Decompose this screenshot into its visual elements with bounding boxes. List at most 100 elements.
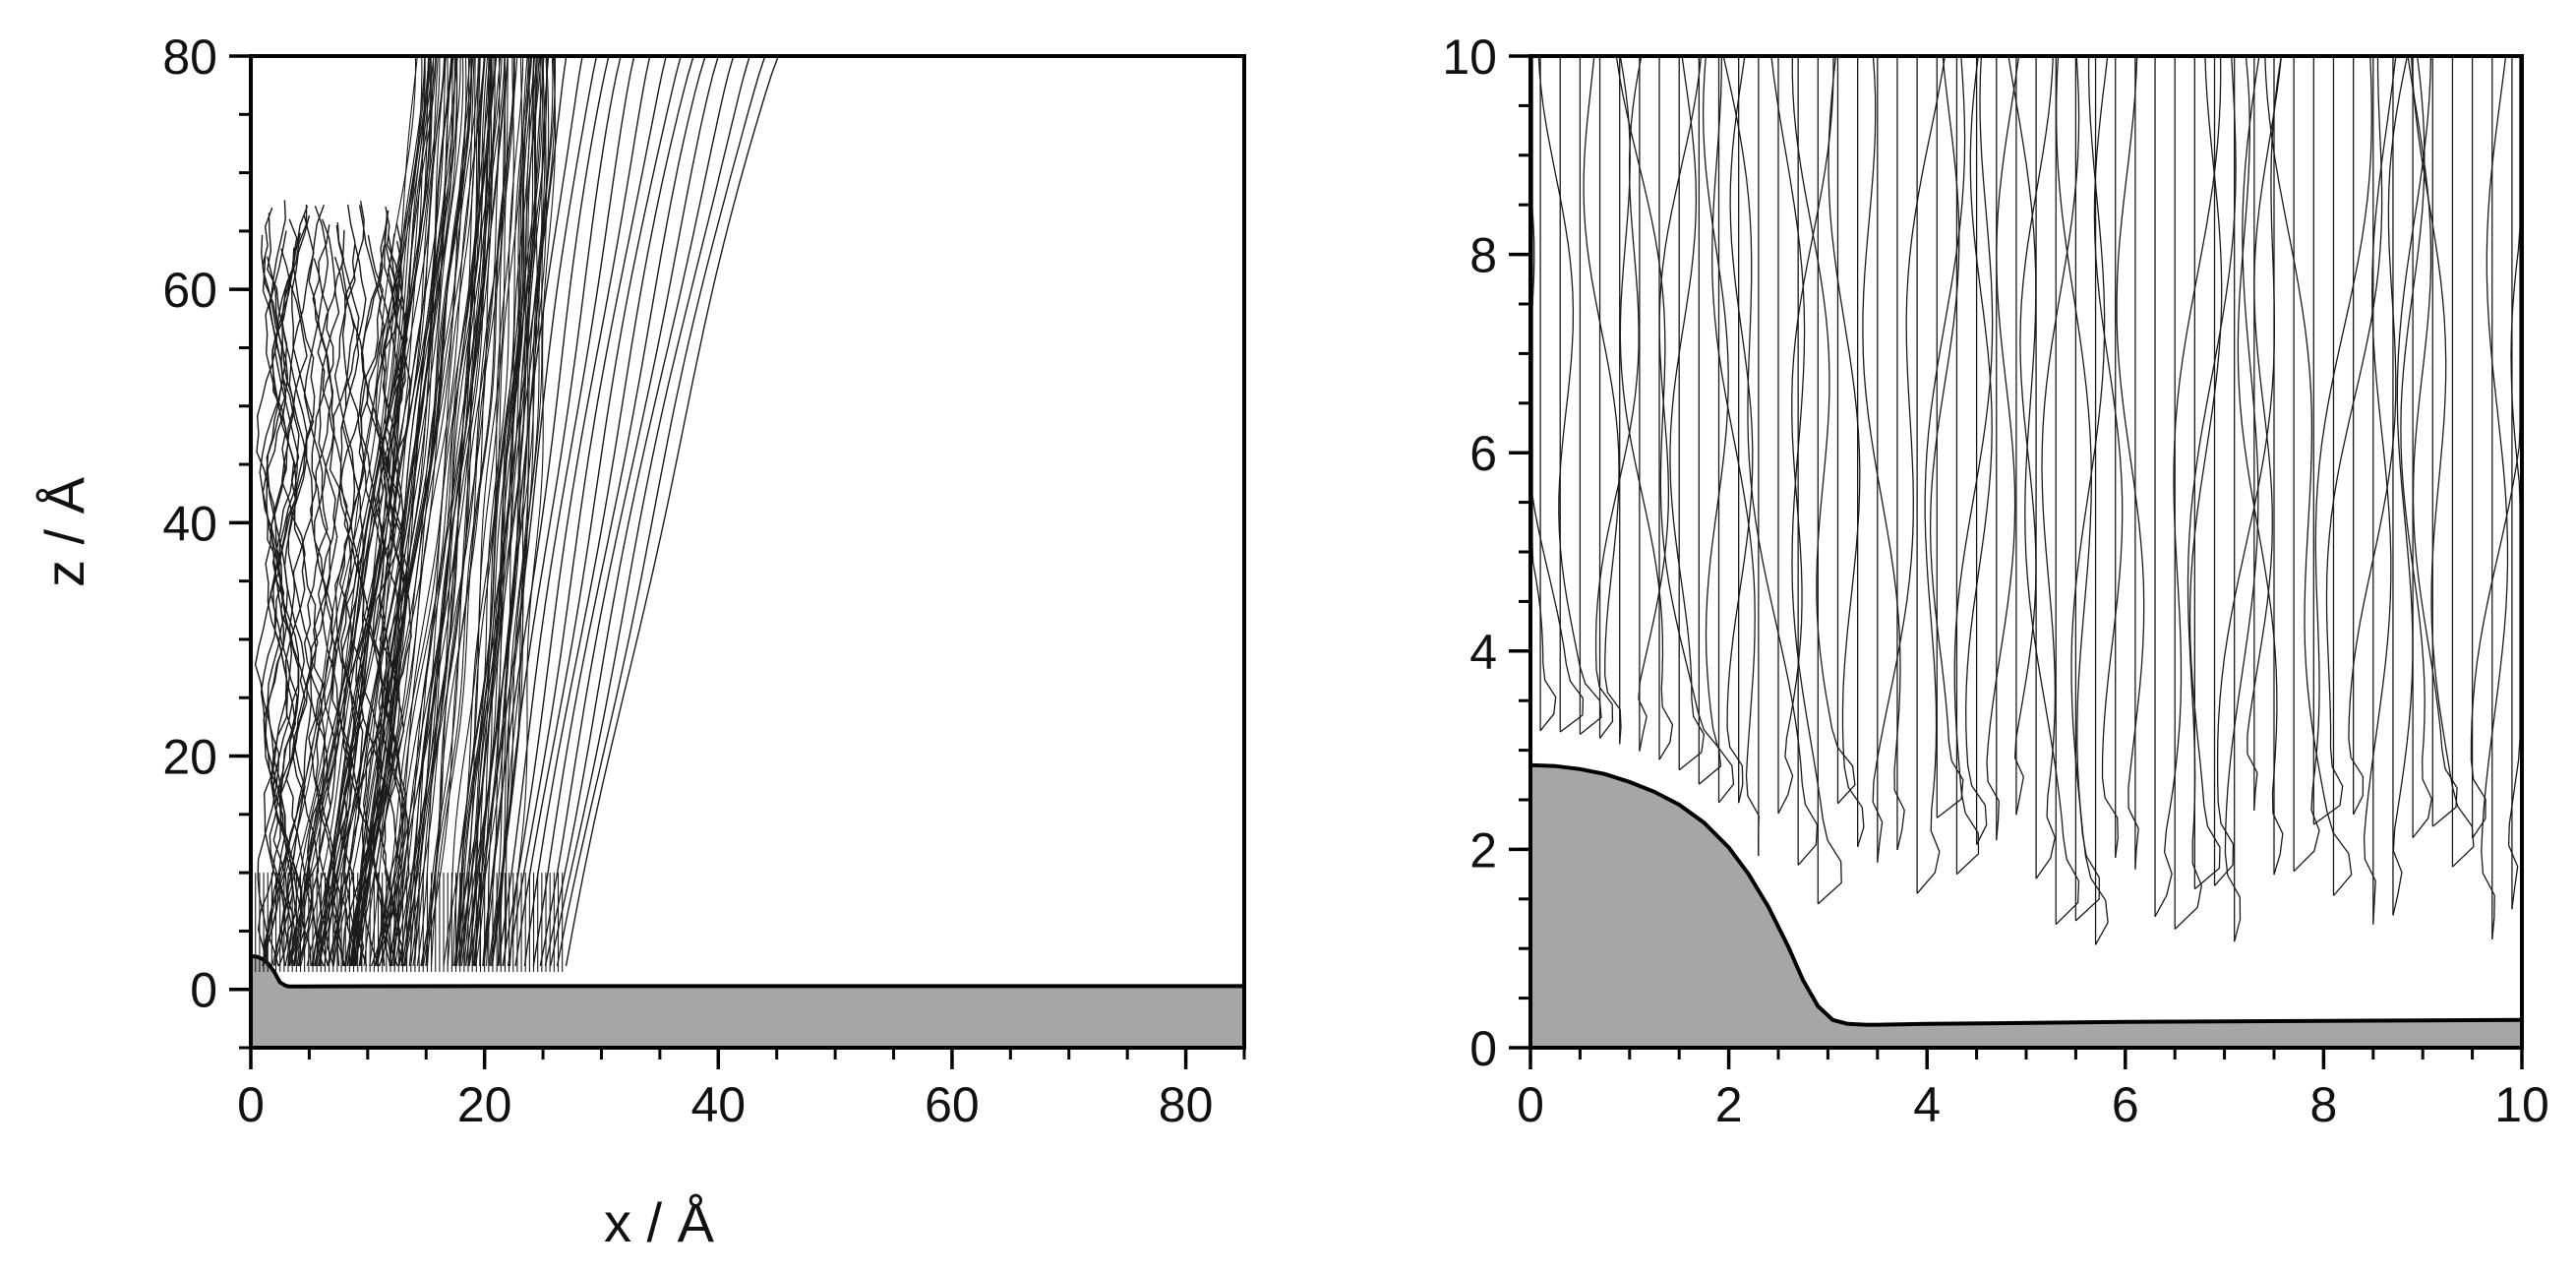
right-y-tick-label: 0 (1469, 1021, 1497, 1076)
right-trajectory-line (2093, 55, 2124, 858)
left-trajectory-line (491, 55, 622, 967)
left-y-tick-label: 80 (162, 30, 217, 85)
left-trajectory-line (459, 55, 530, 967)
right-y-tick-label: 2 (1469, 822, 1497, 878)
right-trajectory-line (1722, 55, 1819, 866)
left-trajectory-line (254, 256, 280, 967)
right-trajectory-line (1638, 55, 1703, 752)
left-trajectory-line (455, 55, 538, 967)
right-surface-boundary (1529, 762, 2523, 1027)
left-trajectory-line (504, 55, 545, 967)
right-trajectory-line (1777, 56, 1834, 815)
right-trajectory-line (1711, 55, 1760, 857)
left-trajectory-line (313, 218, 340, 967)
left-trajectory-line (393, 55, 501, 967)
right-trajectory-line (1583, 55, 1622, 745)
left-trajectory-line (482, 55, 610, 967)
left-x-tick-label: 20 (457, 1077, 512, 1132)
left-trajectory-line (284, 55, 437, 967)
left-trajectory-line (544, 55, 735, 967)
right-y-tick-label: 8 (1469, 228, 1497, 283)
left-trajectory-line (489, 55, 546, 967)
right-trajectory-line (1872, 55, 1947, 863)
left-trajectory-line (458, 55, 524, 967)
right-trajectory-line (1770, 55, 1842, 905)
left-x-tick-label: 40 (690, 1077, 746, 1132)
right-trajectory-line (1827, 55, 1865, 847)
left-trajectory-line (475, 55, 550, 967)
right-trajectories (1531, 55, 2521, 945)
left-trajectory-line (269, 230, 294, 967)
left-trajectory-line (549, 55, 750, 967)
left-trajectory-line (315, 55, 447, 967)
left-trajectory-line (317, 222, 345, 967)
left-trajectory-line (453, 55, 533, 967)
right-x-tick-label: 0 (1517, 1077, 1544, 1132)
left-x-axis-title: x / Å (604, 1191, 715, 1253)
left-trajectory-line (464, 55, 583, 967)
right-trajectory-line (2035, 55, 2080, 879)
left-trajectory-line (329, 256, 355, 967)
right-trajectory-line (2070, 56, 2106, 922)
left-trajectory-line (430, 55, 515, 967)
left-trajectory-line (263, 200, 288, 967)
right-x-tick-label: 2 (1715, 1077, 1743, 1132)
left-trajectory-line (565, 55, 779, 967)
left-trajectory-line (350, 55, 452, 967)
left-surface-area (251, 955, 1244, 1048)
right-trajectory-line (1619, 55, 1674, 760)
left-trajectory-line (425, 55, 507, 967)
left-trajectory-line (389, 55, 481, 967)
left-trajectory-line (473, 55, 598, 967)
left-trajectory-line (270, 55, 418, 967)
left-trajectory-line (458, 55, 568, 967)
left-trajectory-line (355, 55, 464, 967)
left-trajectory-line (346, 55, 470, 967)
right-x-tick-label: 8 (2309, 1077, 2337, 1132)
left-trajectory-line (509, 55, 557, 967)
left-panel: 0 20 40 60 80 0 20 40 60 80 x / Å z / Å (33, 30, 1246, 1253)
left-trajectory-line (288, 55, 435, 967)
left-trajectory-line (308, 205, 334, 967)
left-trajectory-line (412, 55, 509, 967)
left-trajectory-line (272, 55, 426, 967)
left-trajectory-line (332, 55, 447, 967)
right-trajectory-line (2400, 55, 2432, 839)
right-trajectory-line (2007, 55, 2080, 926)
left-trajectory-line (452, 55, 515, 967)
left-trajectory-line (532, 55, 706, 967)
left-trajectory-line (416, 55, 489, 967)
right-trajectory-line (1965, 55, 1993, 845)
left-trajectory-line (263, 55, 423, 967)
right-trajectory-line (2507, 56, 2521, 910)
left-trajectory-line (497, 55, 554, 967)
left-trajectory-line (347, 55, 472, 967)
left-trajectory-line (328, 55, 452, 967)
left-y-tick-label: 0 (190, 963, 217, 1018)
left-y-tick-label: 40 (162, 496, 217, 551)
left-trajectory-line (315, 55, 430, 967)
right-trajectory-line (1953, 55, 1994, 876)
left-surface-fill (250, 953, 1244, 1048)
left-trajectory-line (403, 55, 509, 967)
left-x-tick-label: 0 (237, 1077, 265, 1132)
right-trajectory-line (1669, 55, 1706, 771)
left-trajectory-line (351, 56, 473, 967)
right-trajectory-line (2312, 55, 2383, 825)
left-trajectory-line (262, 56, 417, 967)
left-trajectory-line (303, 206, 329, 967)
right-trajectory-line (2116, 55, 2145, 870)
right-trajectory-line (1594, 55, 1643, 739)
right-trajectory-line (2481, 55, 2509, 940)
right-trajectory-line (2188, 55, 2223, 890)
right-y-tick-label: 4 (1469, 625, 1497, 680)
right-y-tick-label: 10 (1442, 30, 1497, 85)
right-trajectory-line (2363, 55, 2397, 925)
left-trajectories (254, 55, 779, 972)
left-y-axis-title: z / Å (33, 476, 95, 587)
left-y-tick-label: 60 (162, 263, 217, 318)
left-trajectory-line (497, 55, 635, 967)
left-y-tick-label: 20 (162, 730, 217, 785)
right-x-tick-label: 6 (2112, 1077, 2139, 1132)
left-x-tick-label: 80 (1159, 1077, 1214, 1132)
